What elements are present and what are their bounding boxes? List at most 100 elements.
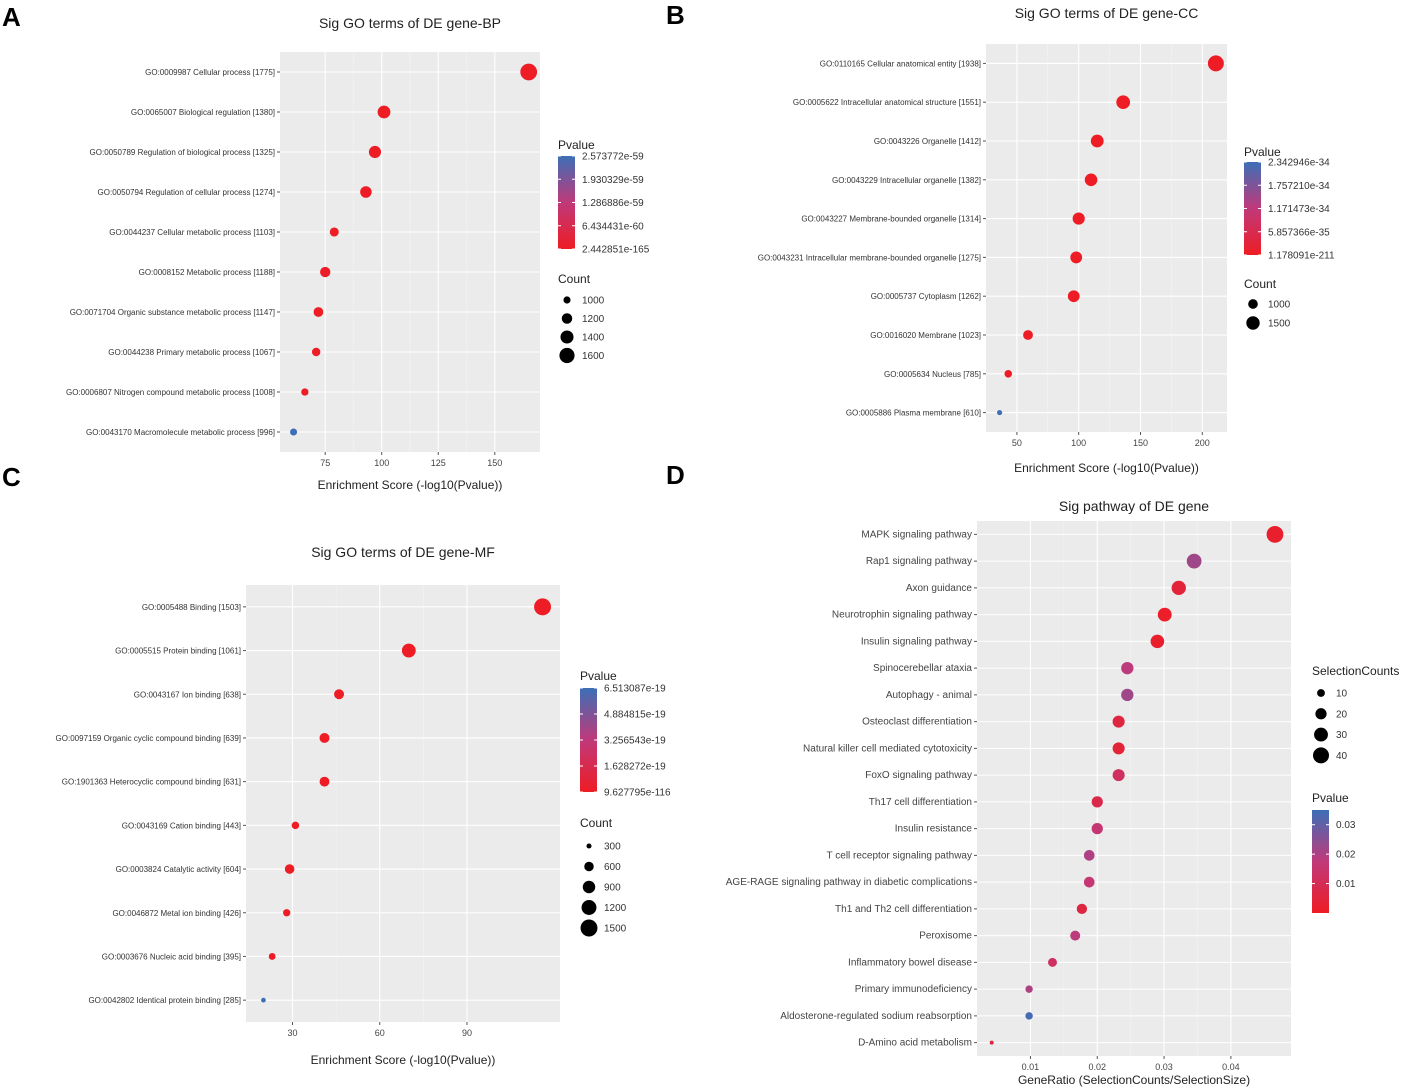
y-category-label: GO:0005634 Nucleus [785] (884, 370, 981, 379)
data-point (989, 1040, 994, 1045)
x-tick-label: 150 (1133, 438, 1148, 448)
y-category-label: GO:0043170 Macromolecule metabolic proce… (86, 428, 275, 437)
data-point (1186, 553, 1202, 569)
data-point (1083, 876, 1095, 888)
y-category-label: GO:0043231 Intracellular membrane-bounde… (758, 253, 981, 262)
data-point (1070, 930, 1081, 941)
y-category-label: Th1 and Th2 cell differentiation (835, 904, 972, 915)
x-tick-label: 60 (375, 1028, 385, 1038)
y-category-label: MAPK signaling pathway (861, 529, 972, 540)
y-category-label: Axon guidance (906, 583, 973, 594)
color-legend-title: Pvalue (1312, 791, 1349, 805)
data-point (311, 347, 321, 357)
chart-title: Sig pathway of DE gene (1059, 498, 1209, 514)
x-tick-label: 0.01 (1022, 1062, 1040, 1072)
data-point (319, 776, 330, 787)
x-axis-title: Enrichment Score (-log10(Pvalue)) (311, 1053, 496, 1067)
color-legend-label: 1.178091e-211 (1268, 251, 1335, 262)
chart-panel-c: 30 60 90 GO:0005488 Binding [1503] GO:000551… (56, 544, 671, 1067)
color-legend-label: 3.256543e-19 (604, 736, 666, 747)
y-category-label: GO:0003824 Catalytic activity [604] (116, 865, 241, 874)
color-legend-bar (1244, 162, 1261, 255)
data-point (329, 227, 339, 237)
color-legend-label: 0.02 (1336, 850, 1356, 861)
y-category-label: GO:0044238 Primary metabolic process [10… (108, 348, 275, 357)
plot-background-d (977, 521, 1291, 1056)
y-category-label: GO:0042802 Identical protein binding [28… (88, 996, 241, 1005)
panel-letter-b: B (666, 0, 685, 30)
size-legend-label: 1200 (582, 314, 605, 325)
size-legend-symbol (563, 296, 571, 304)
size-legend-title: SelectionCounts (1312, 664, 1399, 678)
data-point (377, 105, 391, 119)
color-legend-bar (580, 688, 597, 792)
size-legend-symbol (559, 347, 575, 364)
data-point (1090, 134, 1104, 148)
y-category-label: T cell receptor signaling pathway (827, 850, 972, 861)
size-legend-label: 1000 (1268, 300, 1291, 311)
size-legend-symbol (586, 843, 592, 849)
y-category-label: FoxO signaling pathway (865, 770, 972, 781)
data-point (290, 428, 298, 436)
size-legend-label: 600 (604, 862, 621, 873)
data-point (1004, 370, 1013, 378)
x-tick-label: 50 (1012, 438, 1022, 448)
y-category-label: Autophagy - animal (886, 690, 972, 701)
size-legend-title: Count (558, 272, 591, 286)
size-legend-symbol (581, 900, 597, 915)
chart-title: Sig GO terms of DE gene-CC (1015, 5, 1199, 21)
color-legend-label: 1.171473e-34 (1268, 204, 1330, 215)
data-point (1112, 715, 1125, 728)
data-point (268, 953, 276, 960)
color-legend-label: 6.434431e-60 (582, 221, 644, 232)
data-point (1116, 95, 1131, 110)
data-point (1084, 173, 1098, 187)
y-category-label: Primary immunodeficiency (855, 984, 972, 995)
size-legend-symbol (1314, 727, 1328, 742)
size-legend-symbol (561, 313, 573, 324)
size-legend-label: 300 (604, 842, 621, 853)
y-category-label: GO:0003676 Nucleic acid binding [395] (102, 952, 241, 961)
chart-title: Sig GO terms of DE gene-BP (319, 15, 501, 31)
data-point (313, 307, 324, 317)
x-tick-label: 75 (320, 458, 330, 468)
y-category-label: GO:0071704 Organic substance metabolic p… (70, 308, 275, 317)
x-tick-label: 0.04 (1222, 1062, 1240, 1072)
y-category-label: Natural killer cell mediated cytotoxicit… (803, 743, 972, 754)
size-legend-label: 10 (1336, 689, 1348, 700)
data-point (1150, 634, 1165, 649)
color-legend-label: 1.286886e-59 (582, 198, 644, 209)
y-category-label: GO:0006807 Nitrogen compound metabolic p… (66, 388, 275, 397)
data-point (319, 732, 330, 743)
data-point (1047, 957, 1057, 967)
data-point (1023, 330, 1033, 340)
data-point (320, 266, 331, 278)
data-point (1157, 607, 1172, 622)
data-point (1112, 769, 1125, 782)
color-legend-label: 1.628272e-19 (604, 762, 666, 773)
data-point (261, 997, 266, 1003)
y-category-label: GO:0050794 Regulation of cellular proces… (98, 188, 275, 197)
size-legend-symbol (582, 880, 596, 894)
size-legend-title: Count (1244, 277, 1277, 291)
size-legend-symbol (1315, 708, 1327, 720)
y-category-label: GO:0043229 Intracellular organelle [1382… (832, 176, 981, 185)
size-legend-label: 1500 (604, 924, 627, 935)
size-legend-symbol (584, 861, 594, 872)
y-category-label: GO:0044237 Cellular metabolic process [1… (109, 228, 275, 237)
data-point (368, 145, 382, 159)
data-point (1207, 55, 1224, 72)
data-point (1112, 742, 1125, 755)
y-category-label: Inflammatory bowel disease (848, 957, 972, 968)
color-legend-label: 6.513087e-19 (604, 684, 666, 695)
x-tick-label: 90 (462, 1028, 472, 1038)
data-point (1070, 251, 1083, 264)
data-point (1025, 985, 1033, 993)
data-point (360, 186, 372, 198)
data-point (1266, 525, 1284, 543)
y-category-label: Neurotrophin signaling pathway (832, 610, 972, 621)
data-point (1072, 212, 1085, 225)
size-legend-title: Count (580, 816, 613, 830)
x-axis-title: GeneRatio (SelectionCounts/SelectionSize… (1018, 1073, 1250, 1087)
